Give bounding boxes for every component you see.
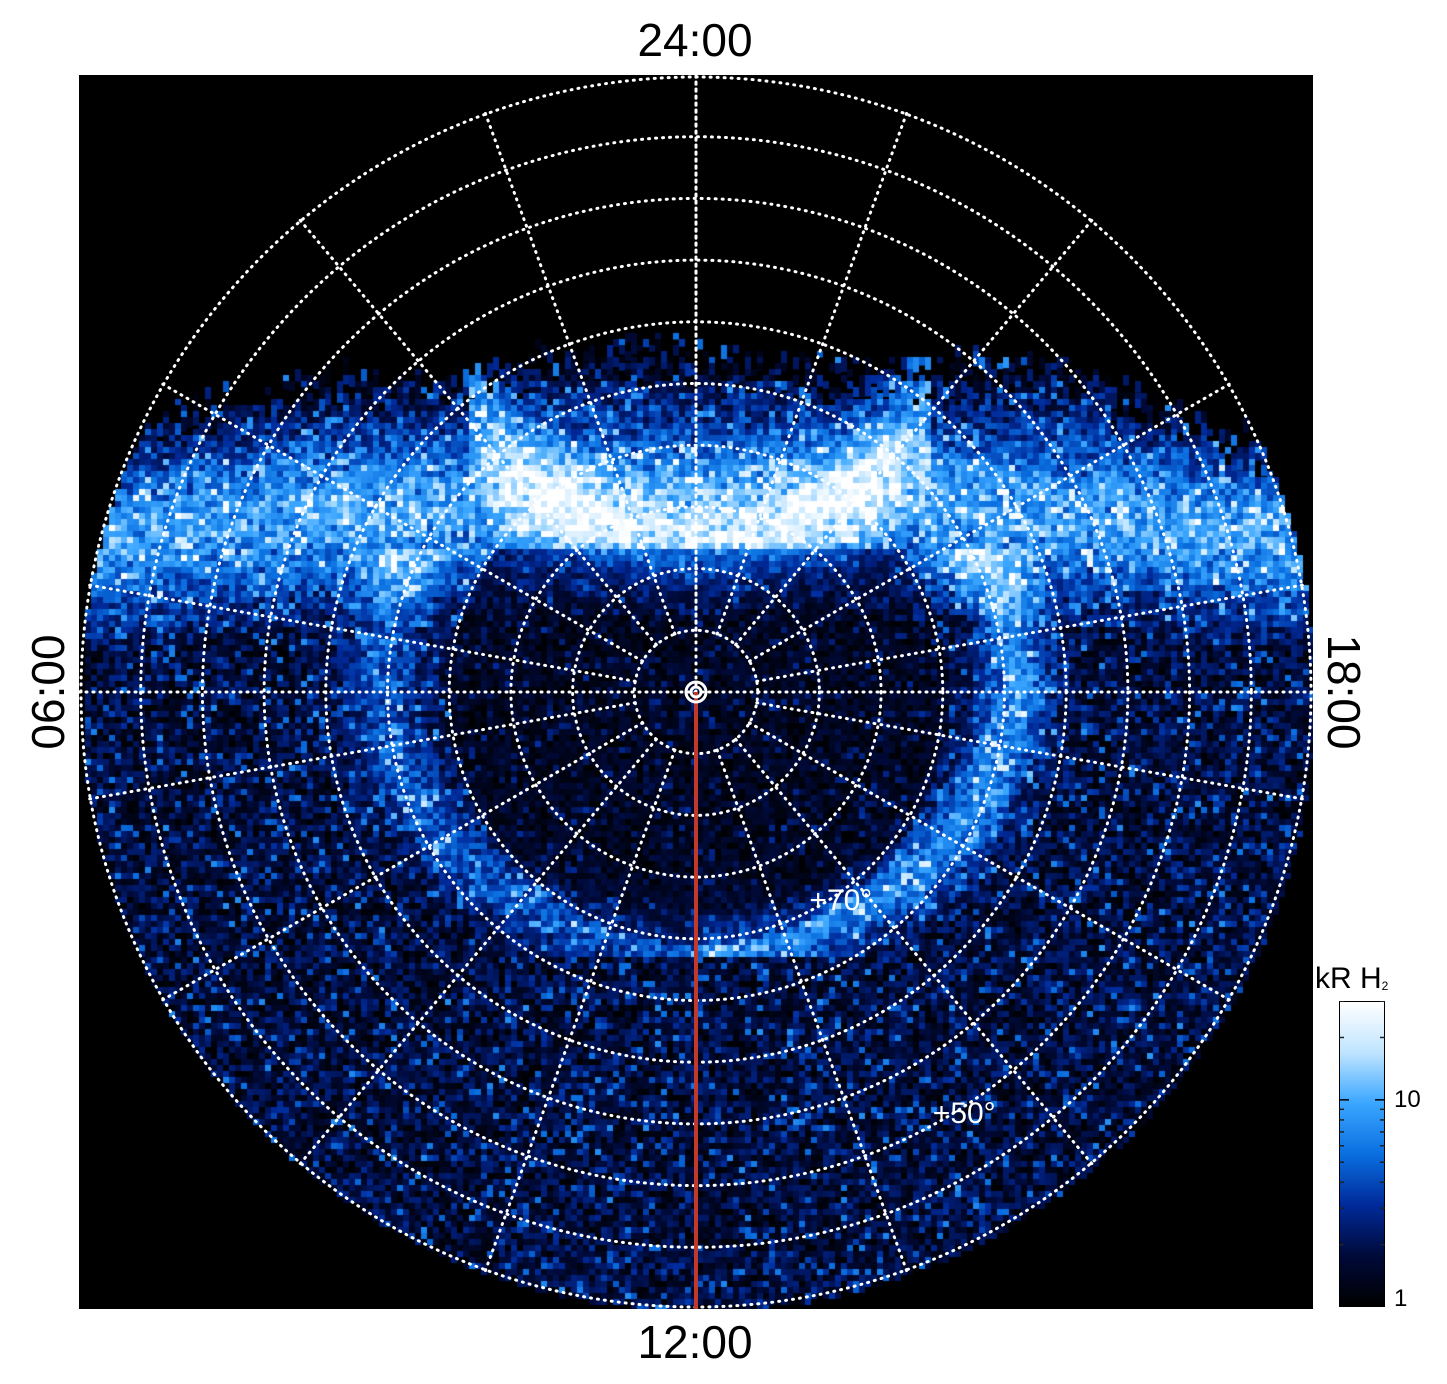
colorbar-tick-label-1: 1	[1394, 1285, 1408, 1312]
colorbar-title: kR H2	[1315, 962, 1388, 1003]
meridian-line	[160, 721, 645, 1002]
meridian-line	[160, 382, 645, 663]
meridian-line	[297, 217, 658, 647]
local-time-label-right: 18:00	[1318, 634, 1370, 750]
meridian-line	[483, 748, 677, 1274]
latitude-circle-75	[509, 505, 883, 879]
meridian-line	[747, 721, 1232, 1002]
meridian-line	[715, 748, 909, 1274]
meridian-line	[734, 217, 1095, 647]
colorbar-tick-label-10: 10	[1394, 1085, 1421, 1113]
latitude-circle-50	[200, 196, 1192, 1188]
meridian-line	[747, 382, 1232, 663]
meridian-line	[715, 110, 909, 636]
pole-marker-outer	[684, 680, 708, 704]
meridian-line	[297, 737, 658, 1167]
meridian-line	[755, 701, 1306, 801]
local-time-label-left: 06:00	[22, 634, 74, 750]
meridian-line	[734, 737, 1095, 1167]
colorbar-title-text: kR H	[1315, 962, 1382, 995]
pole-marker-inner	[689, 685, 703, 699]
meridian-line	[86, 583, 637, 683]
colorbar-ticks	[1339, 1001, 1385, 1246]
polar-grid	[79, 75, 1313, 1309]
latitude-label-70: +70°	[809, 883, 873, 917]
latitude-label-50: +50°	[932, 1097, 996, 1131]
local-time-label-top: 24:00	[637, 14, 753, 66]
meridian-line	[483, 110, 677, 636]
colorbar-title-subscript: 2	[1381, 979, 1389, 993]
colorbar	[1339, 1001, 1385, 1307]
meridian-line	[86, 701, 637, 801]
meridian-line	[755, 583, 1306, 683]
polar-projection-map: +70° +50°	[79, 75, 1313, 1309]
local-time-label-bottom: 12:00	[637, 1316, 753, 1368]
